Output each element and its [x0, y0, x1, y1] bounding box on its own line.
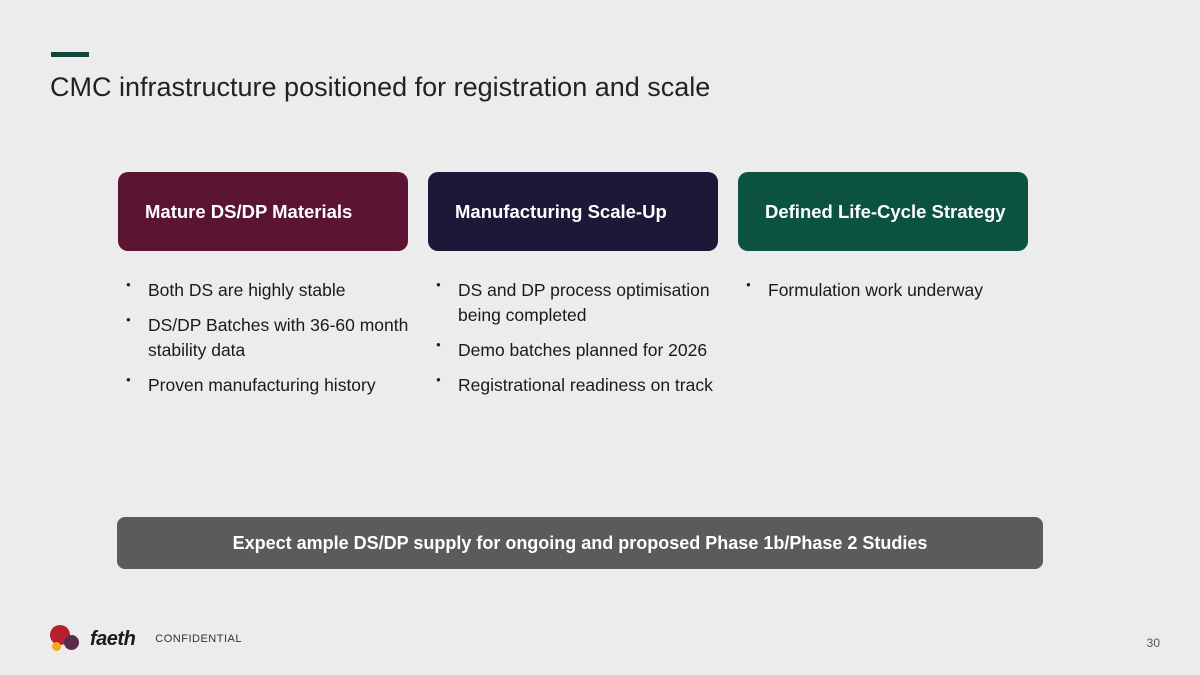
column-header-3: Defined Life-Cycle Strategy [738, 172, 1028, 251]
title-accent-bar [51, 52, 89, 57]
column-header-2: Manufacturing Scale-Up [428, 172, 718, 251]
column-body-2: DS and DP process optimisation being com… [436, 278, 736, 407]
column-bullet-list-2: DS and DP process optimisation being com… [436, 278, 736, 397]
column-2-bullet-0: DS and DP process optimisation being com… [436, 278, 736, 328]
column-header-1: Mature DS/DP Materials [118, 172, 408, 251]
footer: faeth CONFIDENTIAL [50, 625, 242, 653]
summary-banner: Expect ample DS/DP supply for ongoing an… [117, 517, 1043, 569]
column-1-bullet-2: Proven manufacturing history [126, 373, 426, 398]
column-body-3: Formulation work underway [746, 278, 1046, 313]
confidential-label: CONFIDENTIAL [155, 633, 242, 645]
brand-logo: faeth [50, 625, 135, 653]
column-2-bullet-1: Demo batches planned for 2026 [436, 338, 736, 363]
page-title: CMC infrastructure positioned for regist… [50, 72, 710, 103]
brand-name: faeth [90, 628, 135, 651]
column-3-bullet-0: Formulation work underway [746, 278, 1046, 303]
column-bullet-list-3: Formulation work underway [746, 278, 1046, 303]
column-1-bullet-1: DS/DP Batches with 36-60 month stability… [126, 313, 426, 363]
column-body-1: Both DS are highly stable DS/DP Batches … [126, 278, 426, 407]
column-1-bullet-0: Both DS are highly stable [126, 278, 426, 303]
column-bullet-list-1: Both DS are highly stable DS/DP Batches … [126, 278, 426, 397]
slide-root: CMC infrastructure positioned for regist… [0, 0, 1200, 675]
brand-logo-icon [50, 625, 84, 653]
column-2-bullet-2: Registrational readiness on track [436, 373, 736, 398]
page-number: 30 [1147, 636, 1160, 650]
